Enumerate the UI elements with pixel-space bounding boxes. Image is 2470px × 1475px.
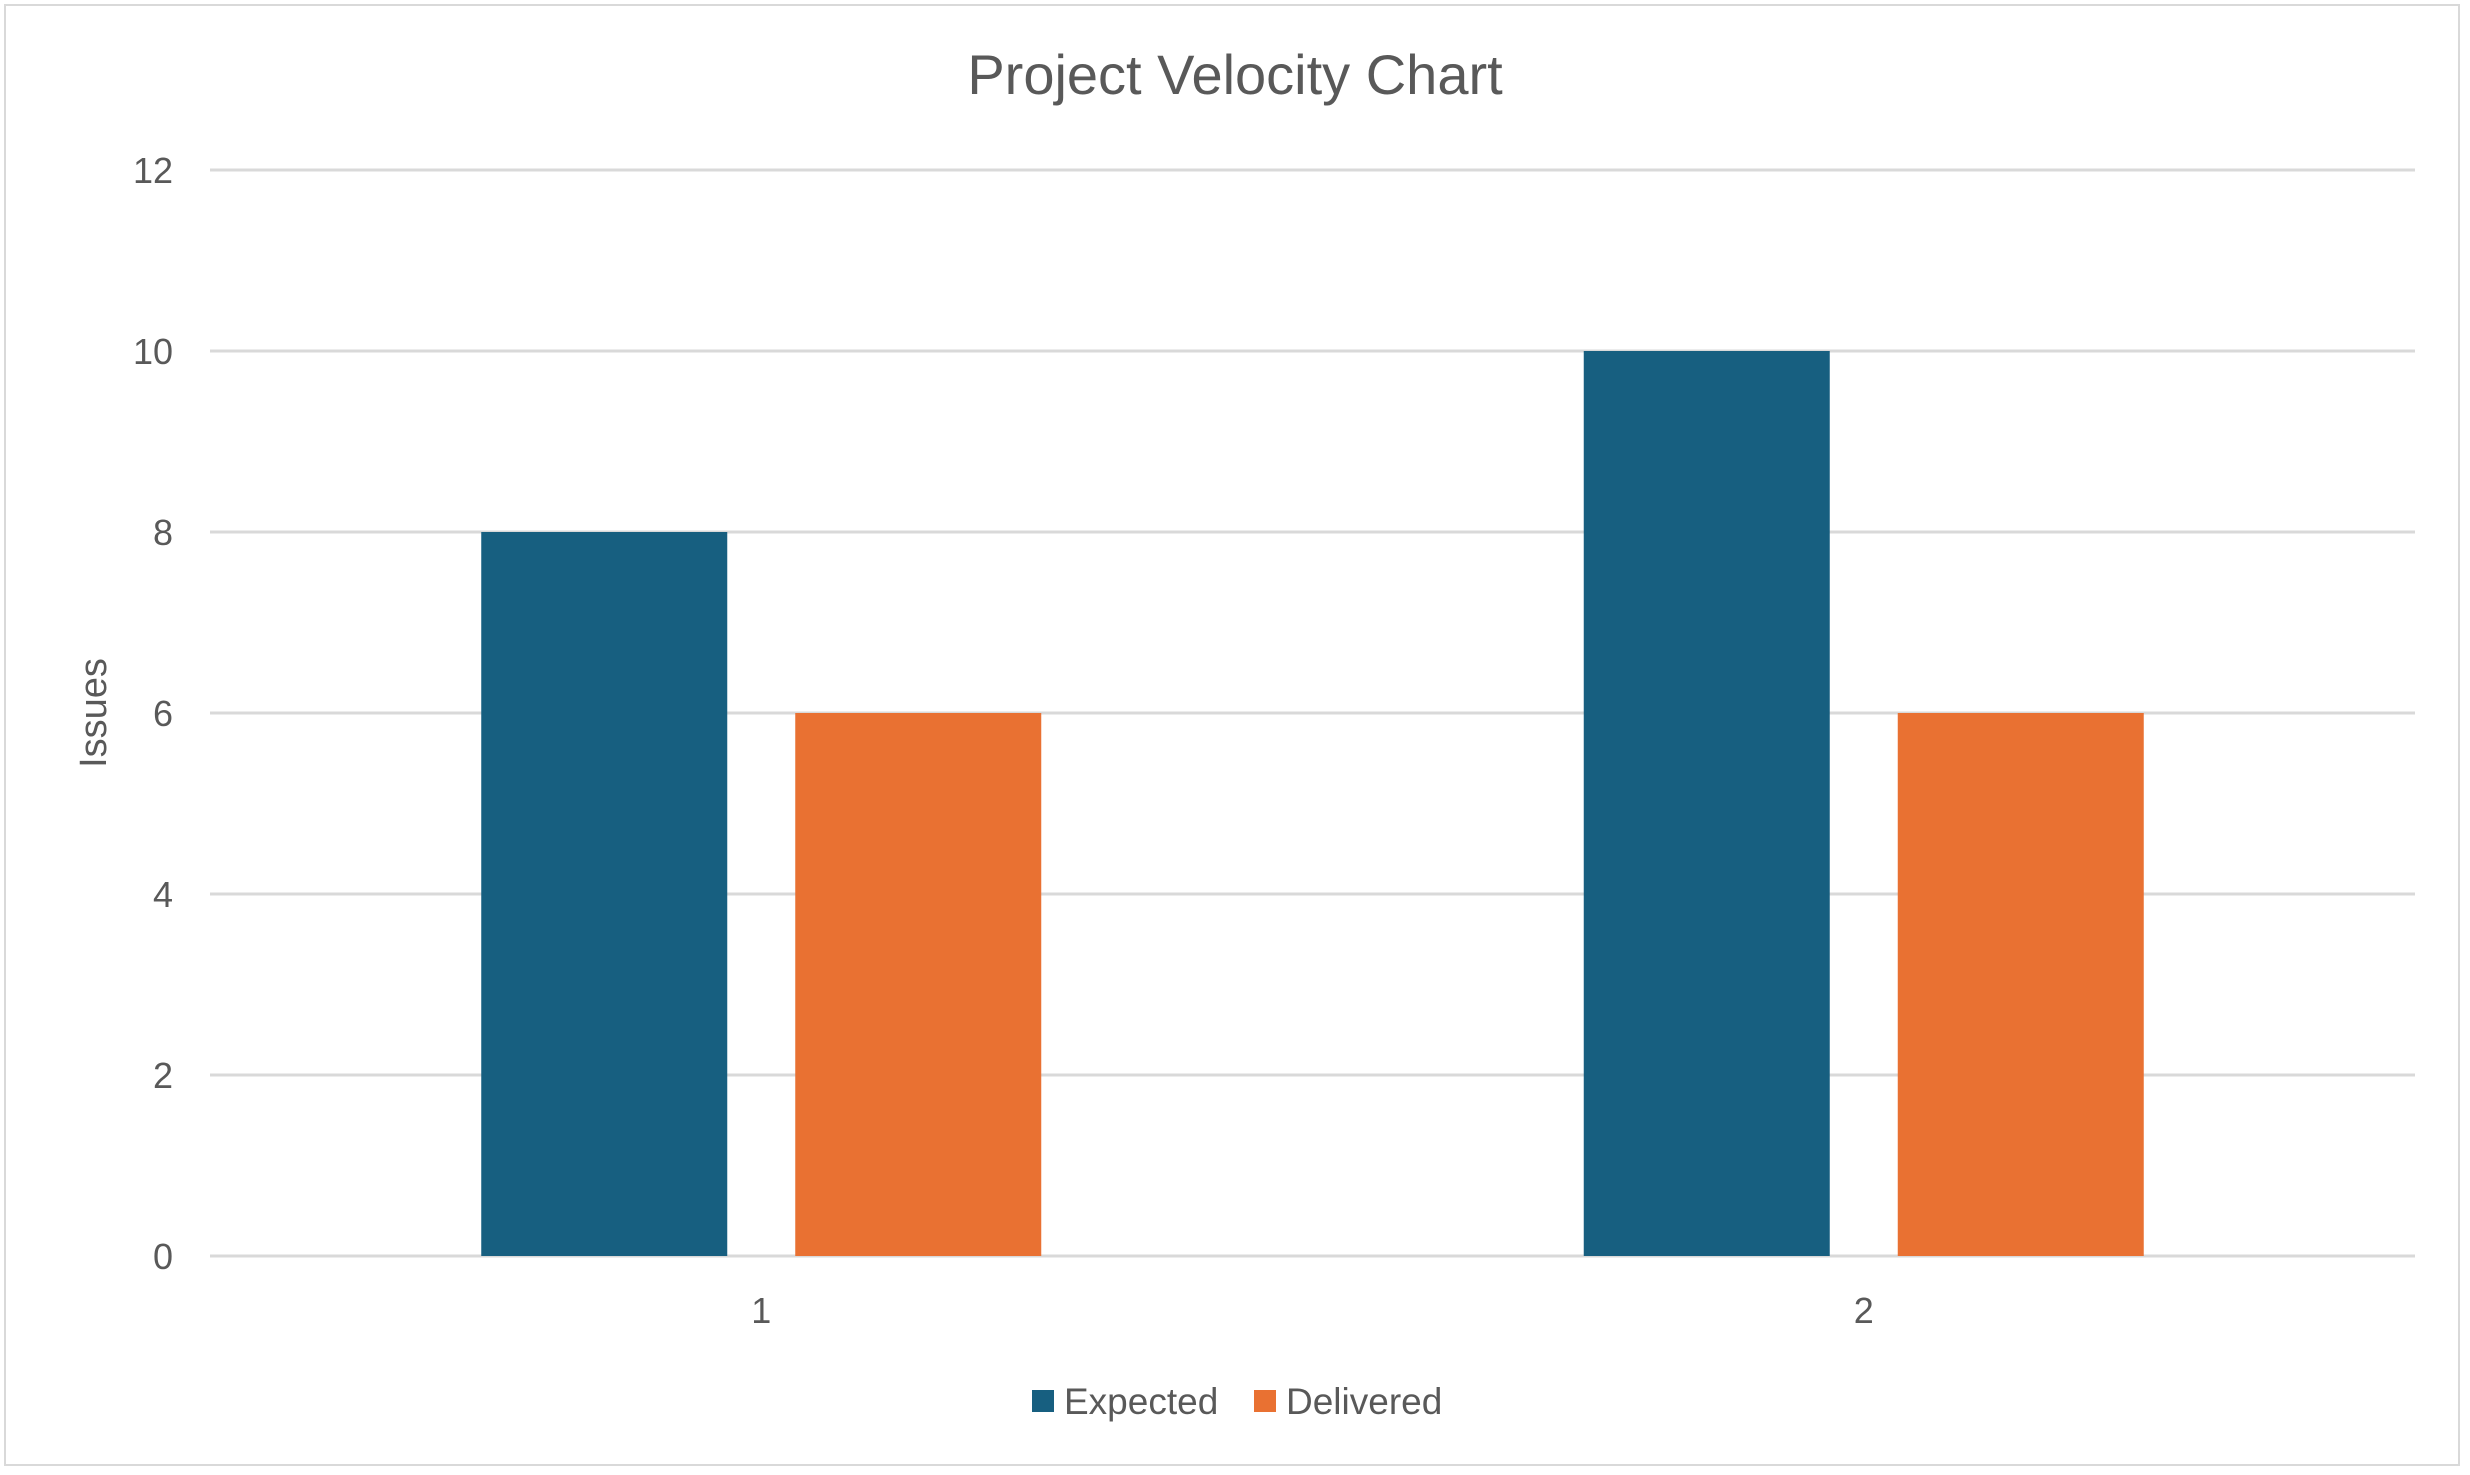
bars — [481, 351, 2144, 1256]
legend-item-delivered: Delivered — [1254, 1381, 1442, 1422]
y-tick-label: 4 — [153, 874, 173, 915]
x-tick-label: 1 — [751, 1290, 771, 1331]
bar-expected-1 — [481, 532, 728, 1256]
y-tick-label: 2 — [153, 1055, 173, 1096]
legend-label: Delivered — [1286, 1381, 1442, 1422]
y-tick-label: 10 — [133, 331, 173, 372]
y-tick-label: 8 — [153, 512, 173, 553]
bar-expected-2 — [1583, 351, 1830, 1256]
y-axis-title: Issues — [73, 658, 115, 768]
bar-delivered-2 — [1897, 713, 2144, 1256]
legend-swatch — [1254, 1390, 1276, 1412]
legend-label: Expected — [1064, 1381, 1218, 1422]
bar-delivered-1 — [795, 713, 1042, 1256]
x-tick-label: 2 — [1854, 1290, 1874, 1331]
y-tick-label: 12 — [133, 150, 173, 191]
y-axis-ticks: 0 2 4 6 8 10 12 — [133, 150, 173, 1277]
legend-swatch — [1032, 1390, 1054, 1412]
legend: Expected Delivered — [1032, 1381, 1442, 1422]
legend-item-expected: Expected — [1032, 1381, 1218, 1422]
y-tick-label: 0 — [153, 1236, 173, 1277]
y-tick-label: 6 — [153, 693, 173, 734]
chart-title: Project Velocity Chart — [967, 43, 1503, 106]
